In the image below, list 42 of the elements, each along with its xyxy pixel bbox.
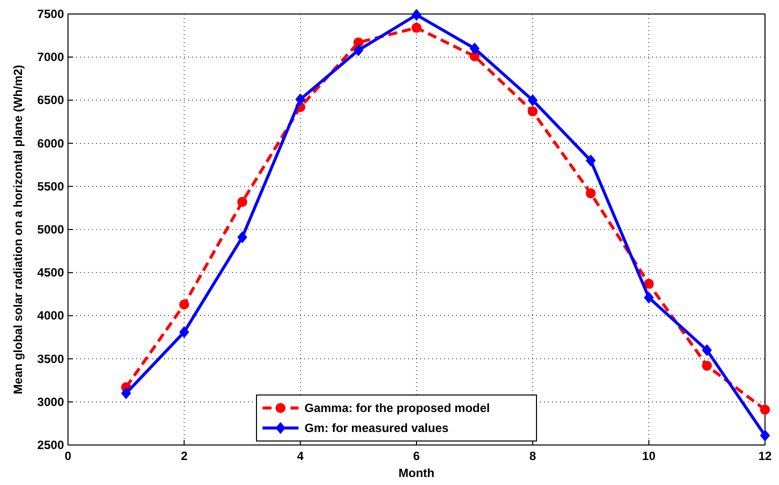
point (353, 44, 364, 56)
x-tick-label: 6 (413, 449, 420, 463)
y-tick-label: 5500 (37, 179, 64, 194)
y-axis-title: Mean global solar radiation on a horizontal plane (Wh/m2) (11, 64, 25, 394)
point (586, 154, 596, 167)
y-tick-label: 4500 (37, 266, 64, 280)
y-tick-label: 6000 (37, 136, 64, 150)
x-tick-label: 12 (758, 449, 772, 463)
point (237, 196, 248, 207)
legend-label: Gm: for measured values (304, 421, 449, 435)
x-tick-label: 8 (529, 449, 536, 463)
legend-label: Gamma: for the proposed model (304, 401, 490, 415)
point (412, 8, 422, 21)
point (528, 106, 538, 116)
y-tick-label: 6500 (37, 93, 64, 108)
point (760, 404, 770, 415)
point (121, 387, 132, 400)
point (470, 42, 480, 54)
y-tick-label: 3000 (37, 394, 64, 409)
x-axis-title: Month (398, 466, 434, 480)
y-tick-label: 5000 (37, 222, 64, 236)
y-tick-label: 7500 (37, 7, 64, 21)
point (237, 231, 248, 244)
point (644, 292, 654, 304)
x-tick-label: 0 (64, 449, 72, 463)
point (179, 326, 190, 338)
point (528, 94, 538, 106)
y-tick-label: 3500 (37, 352, 64, 366)
point (702, 360, 712, 371)
point (586, 188, 596, 198)
x-tick-label: 2 (180, 449, 188, 463)
x-tick-label: 4 (296, 449, 304, 463)
point (295, 93, 306, 106)
point (179, 299, 190, 310)
point (644, 278, 654, 289)
x-tick-label: 10 (642, 449, 656, 463)
point (412, 22, 422, 33)
y-tick-label: 4000 (37, 308, 64, 323)
point (760, 430, 770, 442)
y-tick-label: 7000 (37, 50, 64, 64)
y-tick-label: 2500 (37, 438, 64, 452)
point (702, 344, 712, 356)
